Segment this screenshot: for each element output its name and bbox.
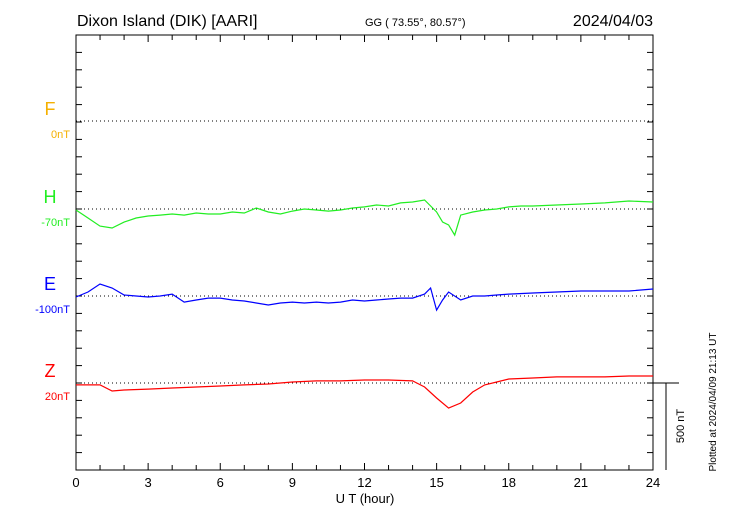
baseline-value-h: -70nT bbox=[41, 217, 70, 229]
date-label: 2024/04/03 bbox=[573, 13, 653, 30]
trace-z bbox=[76, 375, 653, 409]
station-coords: GG ( 73.55°, 80.57°) bbox=[365, 17, 466, 29]
plotted-timestamp: Plotted at 2024/04/09 21:13 UT bbox=[708, 333, 719, 472]
component-label-z: Z bbox=[45, 361, 56, 381]
component-labels: F 0nT H -70nT E -100nT Z 20nT bbox=[35, 99, 70, 403]
component-label-f: F bbox=[45, 99, 56, 119]
traces bbox=[75, 199, 654, 409]
trace-e bbox=[75, 283, 654, 312]
x-tick-label: 24 bbox=[646, 475, 660, 490]
x-tick-label: 15 bbox=[429, 475, 443, 490]
trace-h bbox=[75, 199, 654, 237]
plot-frame bbox=[75, 34, 654, 471]
x-tick-label: 12 bbox=[357, 475, 371, 490]
x-tick-label: 3 bbox=[145, 475, 152, 490]
plot-axes bbox=[75, 34, 654, 471]
x-tick-labels: 0 3 6 9 12 15 18 21 24 bbox=[72, 475, 660, 490]
baseline-value-e: -100nT bbox=[35, 304, 70, 316]
scale-bar: 500 nT bbox=[653, 382, 687, 470]
station-title: Dixon Island (DIK) [AARI] bbox=[77, 13, 258, 30]
x-tick-label: 9 bbox=[289, 475, 296, 490]
component-label-e: E bbox=[44, 274, 56, 294]
baseline-value-z: 20nT bbox=[45, 391, 70, 403]
x-tick-label: 6 bbox=[217, 475, 224, 490]
x-axis-label: U T (hour) bbox=[336, 491, 395, 506]
x-tick-label: 18 bbox=[502, 475, 516, 490]
x-tick-label: 21 bbox=[574, 475, 588, 490]
x-tick-label: 0 bbox=[72, 475, 79, 490]
scale-bar-label: 500 nT bbox=[675, 409, 687, 444]
baselines bbox=[76, 120, 653, 384]
baseline-value-f: 0nT bbox=[51, 129, 70, 141]
component-label-h: H bbox=[44, 187, 57, 207]
